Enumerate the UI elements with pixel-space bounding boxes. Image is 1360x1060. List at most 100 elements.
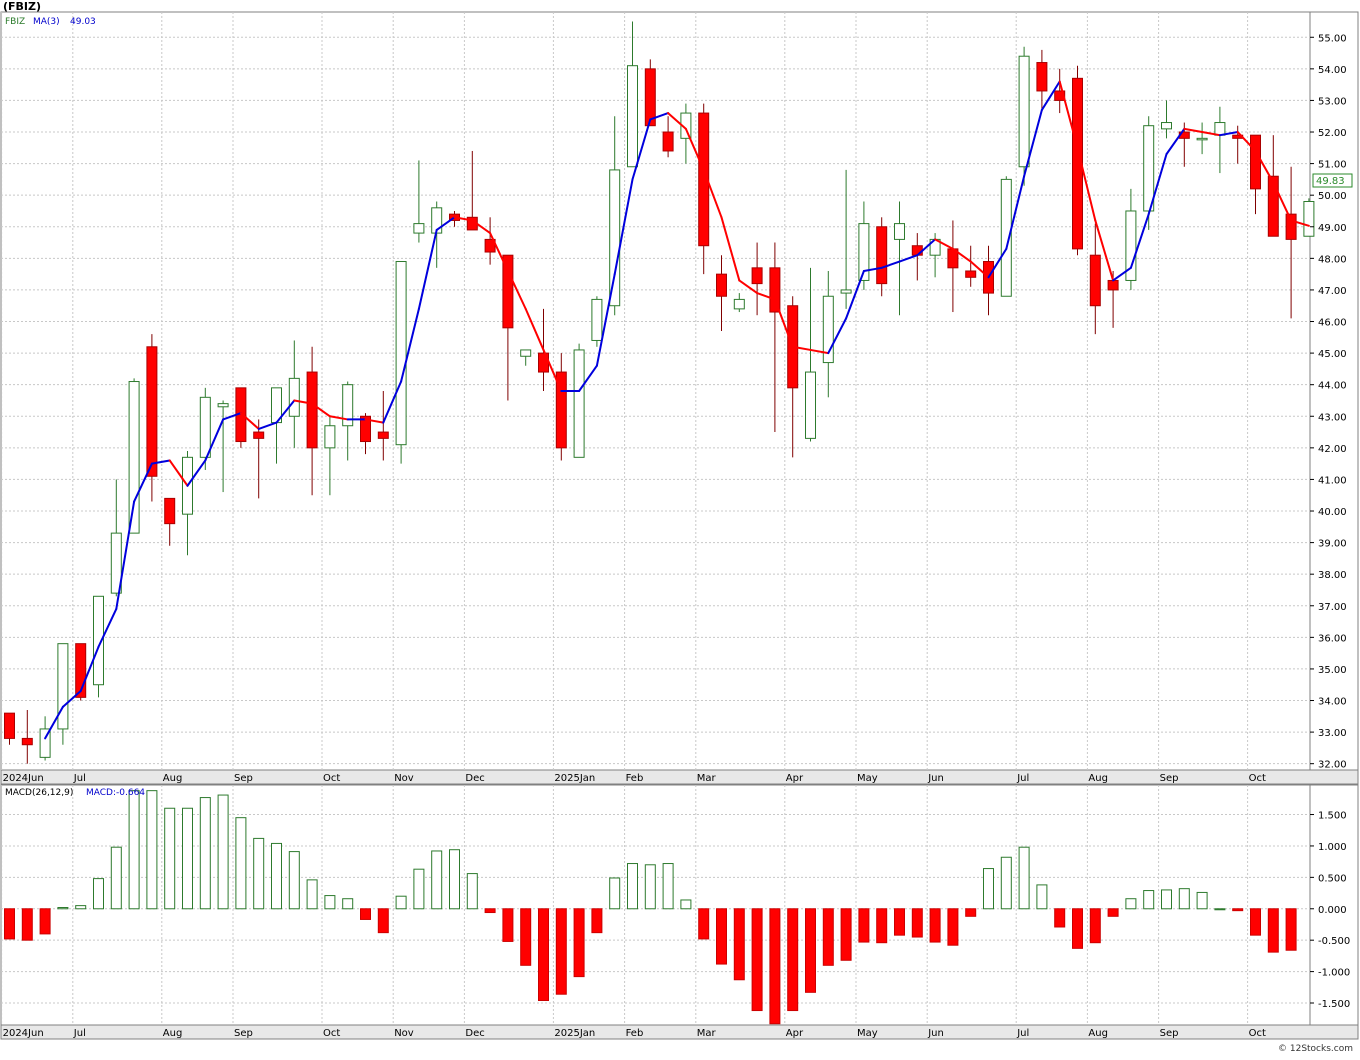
macd-bar-positive bbox=[199, 797, 211, 910]
ma-segment bbox=[898, 254, 919, 263]
ma-segment bbox=[578, 364, 598, 392]
macd-bar-positive bbox=[1196, 891, 1208, 910]
macd-bar-positive bbox=[431, 850, 443, 910]
ma-segment bbox=[239, 412, 260, 430]
price-tick-label: 50.00 bbox=[1318, 191, 1347, 202]
price-tick-label: 47.00 bbox=[1318, 286, 1347, 297]
macd-legend-label: MACD(26,12,9) bbox=[5, 788, 73, 798]
ma-segment bbox=[773, 298, 794, 348]
candle-up bbox=[733, 298, 745, 310]
price-tick-label: 34.00 bbox=[1318, 697, 1347, 708]
ma-segment bbox=[97, 607, 118, 648]
ma-segment bbox=[1094, 219, 1115, 282]
macd-bar-positive bbox=[609, 877, 621, 910]
macd-bar-negative bbox=[805, 908, 816, 993]
ma-segment bbox=[862, 266, 883, 272]
ma-segment bbox=[951, 247, 972, 263]
macd-tick-label: 1.500 bbox=[1318, 811, 1347, 822]
price-month-label: Feb bbox=[626, 773, 644, 784]
price-tick-label: 41.00 bbox=[1318, 475, 1347, 486]
candle-up bbox=[413, 223, 425, 234]
ma-segment bbox=[311, 402, 331, 418]
macd-bar-negative bbox=[538, 908, 549, 1001]
price-tick-label: 38.00 bbox=[1318, 570, 1347, 581]
macd-bar-negative bbox=[929, 908, 941, 943]
macd-month-label: Sep bbox=[1160, 1028, 1179, 1039]
price-month-label: May bbox=[857, 773, 878, 784]
macd-bar-negative bbox=[502, 908, 514, 942]
macd-bar-positive bbox=[1036, 884, 1048, 910]
price-x-axis-strip bbox=[0, 769, 1359, 785]
candle-up bbox=[609, 169, 621, 307]
price-tick-label: 46.00 bbox=[1318, 318, 1347, 329]
price-candles bbox=[4, 21, 1315, 764]
price-tick-label: 45.00 bbox=[1318, 349, 1347, 360]
ma-segment bbox=[44, 705, 64, 740]
ma-segment bbox=[934, 238, 954, 250]
ma-segment bbox=[809, 348, 830, 355]
macd-month-label: Jun bbox=[927, 1028, 944, 1039]
candle-up bbox=[858, 223, 870, 281]
candle-down bbox=[164, 497, 176, 525]
price-month-label: Nov bbox=[394, 773, 414, 784]
ma-segment bbox=[1218, 131, 1239, 137]
macd-bar-negative bbox=[751, 908, 763, 1012]
macd-bar-positive bbox=[644, 864, 656, 910]
last-price-badge bbox=[1312, 173, 1353, 188]
macd-bar-positive bbox=[1178, 888, 1190, 910]
candle-up bbox=[1125, 210, 1137, 281]
candle-up bbox=[288, 377, 300, 417]
macd-bar-negative bbox=[1054, 908, 1066, 928]
ma-segment bbox=[115, 500, 136, 610]
candle-down bbox=[1089, 254, 1101, 307]
ma-segment bbox=[1023, 108, 1043, 178]
price-tick-label: 44.00 bbox=[1318, 381, 1347, 392]
macd-bar-positive bbox=[93, 878, 104, 910]
macd-bar-negative bbox=[698, 908, 710, 940]
ma-segment bbox=[1147, 153, 1168, 216]
moving-average-line bbox=[44, 80, 1310, 740]
macd-bar-negative bbox=[1072, 908, 1083, 949]
macd-bar-positive bbox=[449, 849, 460, 910]
ma-segment bbox=[79, 645, 100, 693]
ma-segment bbox=[1112, 266, 1132, 282]
ma-segment bbox=[417, 228, 438, 310]
chart-title: (FBIZ) bbox=[3, 0, 41, 13]
candle-up bbox=[395, 261, 407, 446]
macd-month-label: Oct bbox=[323, 1028, 340, 1039]
price-axis-area bbox=[1309, 11, 1359, 771]
price-month-label: Apr bbox=[786, 773, 804, 784]
macd-bar-negative bbox=[822, 908, 834, 966]
macd-bar-negative bbox=[876, 908, 888, 944]
ma-segment bbox=[649, 112, 670, 121]
candle-down bbox=[911, 245, 923, 256]
candle-up bbox=[822, 295, 834, 364]
ma-segment bbox=[204, 418, 225, 462]
price-month-label: Sep bbox=[1160, 773, 1179, 784]
legend-ma-value: 49.03 bbox=[70, 17, 96, 27]
ma-segment bbox=[186, 459, 207, 487]
ma-segment bbox=[1058, 80, 1079, 149]
ma-segment bbox=[1076, 146, 1097, 222]
price-tick-label: 54.00 bbox=[1318, 65, 1347, 76]
ma-segment bbox=[969, 260, 990, 279]
candle-up bbox=[324, 425, 336, 449]
macd-bar-positive bbox=[1161, 889, 1172, 910]
macd-bar-positive bbox=[1214, 908, 1226, 911]
candle-down bbox=[1072, 77, 1083, 250]
macd-bar-positive bbox=[342, 898, 354, 910]
price-tick-label: 51.00 bbox=[1318, 160, 1347, 171]
macd-bar-negative bbox=[894, 908, 905, 936]
candle-down bbox=[1250, 134, 1261, 190]
price-month-label: Jul bbox=[1016, 773, 1029, 784]
ma-segment bbox=[1040, 80, 1061, 111]
macd-bar-negative bbox=[1107, 908, 1119, 917]
candle-down bbox=[4, 712, 15, 739]
candle-down bbox=[555, 371, 567, 449]
candle-up bbox=[627, 65, 638, 168]
macd-month-label: Jul bbox=[73, 1028, 86, 1039]
macd-bar-positive bbox=[680, 899, 692, 910]
legend-ma-label: MA(3) bbox=[33, 17, 60, 27]
price-month-label: Dec bbox=[465, 773, 484, 784]
